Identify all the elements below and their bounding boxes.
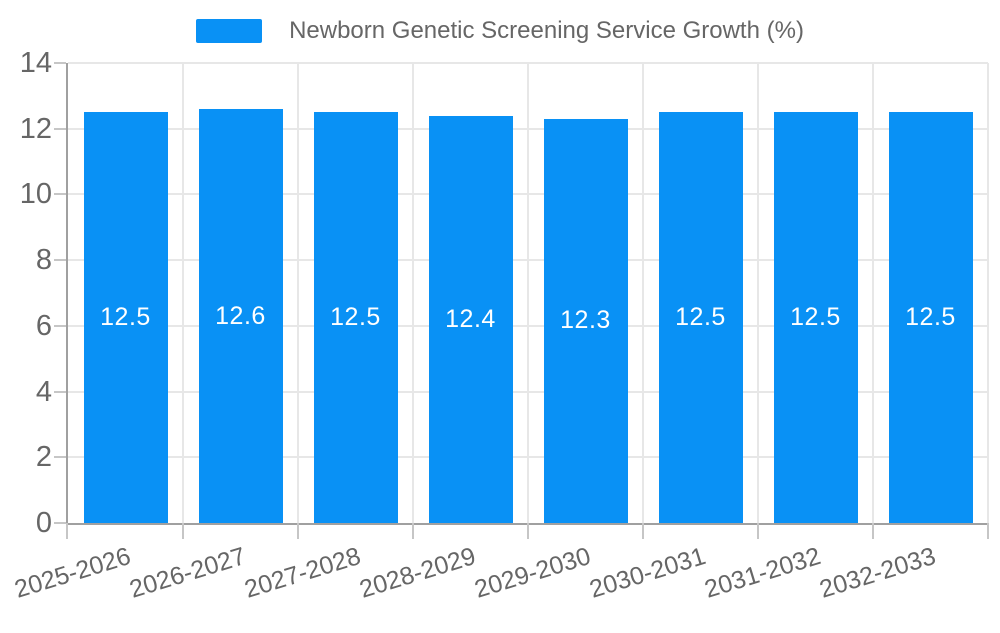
gridline-vertical (297, 63, 299, 523)
y-axis-tick-label: 14 (19, 47, 52, 79)
x-axis-tick (987, 523, 989, 539)
y-axis-tick (54, 259, 66, 262)
y-axis-tick (54, 127, 66, 130)
bar: 12.4 (428, 115, 513, 523)
y-axis-tick-label: 2 (35, 441, 52, 474)
gridline-vertical (642, 63, 644, 523)
bar: 12.3 (543, 118, 628, 523)
x-axis-tick (642, 523, 644, 539)
bar-value-label: 12.6 (215, 301, 266, 330)
legend-swatch[interactable] (196, 19, 263, 43)
y-axis-tick-label: 8 (35, 244, 52, 277)
bar: 12.5 (888, 112, 973, 523)
plot-area: 0 2 4 6 8 10 12 14 12.5 12.6 12.5 12.4 12.3 12.5 12.5 1… (11, 48, 989, 604)
y-axis-tick (54, 193, 66, 196)
bar-value-label: 12.5 (675, 303, 726, 332)
bar: 12.6 (198, 109, 283, 523)
x-axis-tick (66, 523, 68, 539)
bar: 12.5 (83, 112, 168, 523)
y-axis-tick-label: 10 (19, 178, 52, 211)
gridline-vertical (987, 63, 989, 523)
bar-value-label: 12.5 (330, 303, 381, 332)
bar: 12.5 (313, 112, 398, 523)
bar-value-label: 12.5 (100, 303, 151, 332)
gridline-vertical (527, 63, 529, 523)
bar: 12.5 (658, 112, 743, 523)
gridline-vertical (872, 63, 874, 523)
gridline-vertical (757, 63, 759, 523)
y-axis-line (66, 63, 68, 523)
y-axis-tick (54, 522, 66, 524)
legend-label: Newborn Genetic Screening Service Growth… (289, 17, 804, 44)
y-axis-tick-label: 0 (35, 507, 52, 539)
y-axis-tick-label: 4 (35, 375, 52, 408)
gridline-vertical (182, 63, 184, 523)
bar-value-label: 12.4 (445, 304, 496, 333)
y-axis-tick (54, 324, 66, 327)
x-axis-tick (297, 523, 299, 539)
y-axis-tick-label: 12 (19, 112, 52, 145)
x-axis-tick (182, 523, 184, 539)
y-axis-tick-label: 6 (35, 309, 52, 342)
bar-chart: Newborn Genetic Screening Service Growth… (0, 14, 1000, 604)
bar-value-label: 12.5 (790, 303, 841, 332)
x-axis-tick (757, 523, 759, 539)
y-axis-tick (54, 456, 66, 459)
gridline-vertical (412, 63, 414, 523)
y-axis-tick (54, 390, 66, 393)
x-axis-tick (527, 523, 529, 539)
bar-value-label: 12.5 (905, 303, 956, 332)
x-axis-tick (412, 523, 414, 539)
y-axis-tick (54, 62, 66, 64)
bar: 12.5 (773, 112, 858, 523)
legend[interactable]: Newborn Genetic Screening Service Growth… (0, 14, 1000, 48)
x-axis-tick (872, 523, 874, 539)
bar-value-label: 12.3 (560, 306, 611, 335)
